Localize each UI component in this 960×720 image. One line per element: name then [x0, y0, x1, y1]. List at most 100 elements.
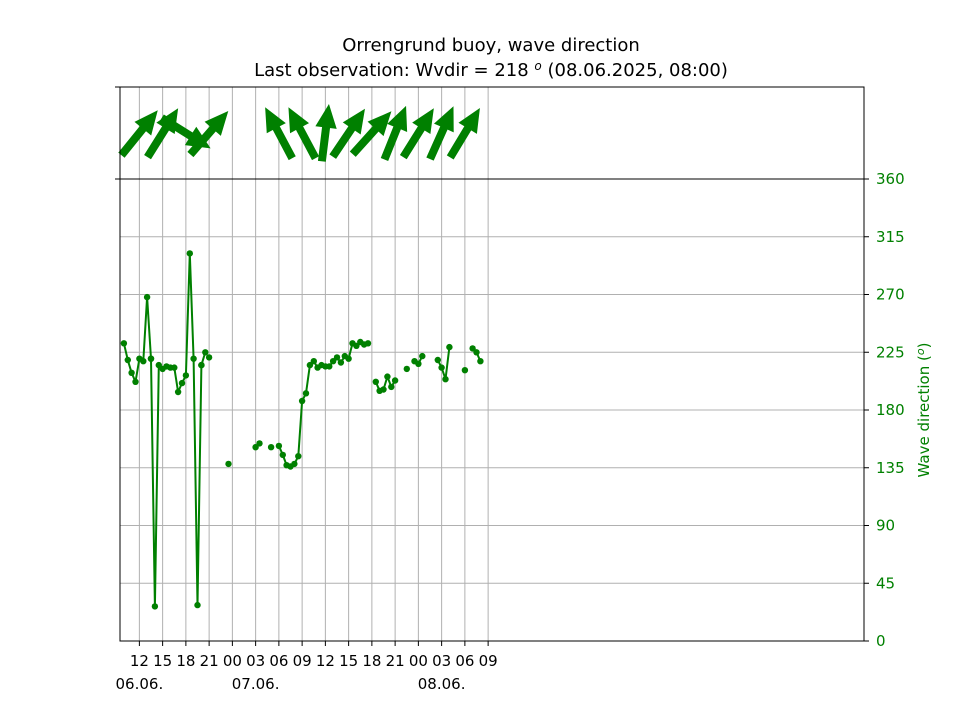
data-point-7-9	[310, 358, 317, 365]
y-tick-label-4: 180	[876, 401, 905, 419]
data-point-3-0	[205, 354, 213, 361]
wave-direction-arrow-12	[446, 107, 480, 160]
data-point-1-12	[194, 601, 201, 609]
data-point-11-1	[438, 364, 445, 371]
data-point-12-0	[461, 367, 469, 374]
wave-arrows	[118, 103, 480, 162]
y-tick-label-1: 45	[876, 574, 895, 592]
ylabel-suffix: )	[915, 343, 933, 349]
data-point-7-4	[291, 460, 298, 468]
series-line-1	[150, 252, 203, 608]
data-point-5-1	[256, 440, 263, 447]
x-tick-label-3: 21	[200, 652, 219, 670]
data-point-13-1	[473, 349, 480, 356]
data-point-8-4	[388, 383, 395, 391]
data-point-0-5	[140, 358, 147, 365]
data-point-2-0	[198, 361, 205, 369]
chart-title: Orrengrund buoy, wave direction	[342, 35, 640, 56]
data-point-7-5	[295, 453, 302, 460]
data-point-0-2	[128, 369, 135, 376]
data-point-7-0	[275, 442, 283, 450]
series-line-0	[122, 296, 152, 383]
data-point-7-8	[306, 361, 314, 369]
data-point-11-2	[442, 376, 449, 383]
data-point-2-1	[202, 349, 209, 356]
data-point-7-13	[326, 363, 333, 370]
subtitle-prefix: Last observation: Wvdir = 218	[254, 60, 534, 81]
data-point-1-0	[147, 355, 155, 362]
data-point-10-1	[415, 360, 422, 367]
data-point-0-1	[124, 356, 131, 364]
arrow-panel-frame	[119, 86, 865, 180]
data-point-0-3	[132, 378, 139, 385]
data-point-7-18	[345, 355, 352, 362]
data-point-8-2	[380, 386, 387, 393]
x-tick-label-6: 06	[269, 652, 288, 670]
x-date-label-2: 08.06.	[418, 675, 466, 693]
data-point-1-10	[186, 250, 193, 257]
subtitle-degree: o	[534, 59, 541, 73]
x-date-label-1: 07.06.	[232, 675, 280, 693]
wave-direction-arrow-6	[315, 103, 337, 162]
data-point-6-0	[267, 444, 275, 451]
x-tick-label-1: 15	[153, 652, 172, 670]
series-line-11	[436, 346, 451, 381]
x-tick-label-10: 18	[362, 652, 381, 670]
y-axis-label: Wave direction (o)	[914, 343, 933, 478]
data-point-1-9	[182, 372, 190, 379]
x-tick-label-2: 18	[176, 652, 195, 670]
data-point-9-0	[403, 365, 410, 373]
y-tick-label-2: 90	[876, 517, 895, 535]
data-point-13-2	[477, 358, 484, 365]
data-point-7-23	[364, 340, 372, 347]
data-point-1-1	[151, 603, 159, 610]
data-point-0-0	[120, 340, 128, 347]
x-tick-label-4: 00	[223, 652, 242, 670]
data-point-7-7	[302, 390, 310, 397]
x-tick-label-7: 09	[293, 652, 312, 670]
data-point-4-0	[225, 460, 232, 468]
data-point-1-6	[171, 364, 178, 371]
data-point-0-6	[143, 293, 151, 301]
wave-direction-arrow-8	[349, 111, 392, 157]
wave-direction-arrow-0	[118, 110, 158, 158]
grid	[120, 87, 864, 641]
x-date-label-0: 06.06.	[116, 675, 164, 693]
y-tick-label-5: 225	[876, 343, 905, 361]
y-axis-right: 0 45 90 135 180 225 270 315 360	[115, 86, 905, 650]
data-point-8-3	[384, 373, 391, 380]
data-point-10-2	[419, 352, 426, 360]
data-point-8-0	[372, 378, 379, 385]
ylabel-main: Wave direction (	[915, 355, 933, 477]
data-point-7-16	[337, 359, 345, 366]
x-tick-label-11: 21	[386, 652, 405, 670]
x-tick-label-0: 12	[130, 652, 149, 670]
wave-direction-arrow-10	[399, 108, 434, 160]
x-tick-label-12: 00	[409, 652, 428, 670]
data-point-1-8	[178, 379, 186, 387]
data-point-7-6	[298, 397, 306, 405]
wave-direction-arrow-9	[380, 105, 408, 161]
data-point-7-15	[333, 354, 341, 361]
wave-direction-arrow-3	[187, 110, 229, 158]
y-tick-label-8: 360	[876, 170, 905, 188]
chart-subtitle: Last observation: Wvdir = 218 o (08.06.2…	[254, 59, 728, 81]
x-tick-label-13: 03	[432, 652, 451, 670]
data-point-7-1	[279, 451, 286, 459]
series-line-7	[277, 341, 369, 468]
y-tick-label-7: 315	[876, 228, 905, 246]
data-point-1-7	[174, 388, 182, 396]
x-tick-label-14: 06	[455, 652, 474, 670]
data-point-11-0	[434, 356, 441, 364]
data-point-11-3	[446, 343, 453, 351]
x-tick-label-9: 15	[339, 652, 358, 670]
data-point-8-5	[391, 377, 399, 384]
y-tick-label-0: 0	[876, 632, 886, 650]
y-tick-label-3: 135	[876, 459, 905, 477]
wave-direction-arrow-4	[265, 107, 296, 161]
x-tick-label-5: 03	[246, 652, 265, 670]
data-point-13-0	[469, 345, 476, 352]
x-tick-label-15: 09	[479, 652, 498, 670]
